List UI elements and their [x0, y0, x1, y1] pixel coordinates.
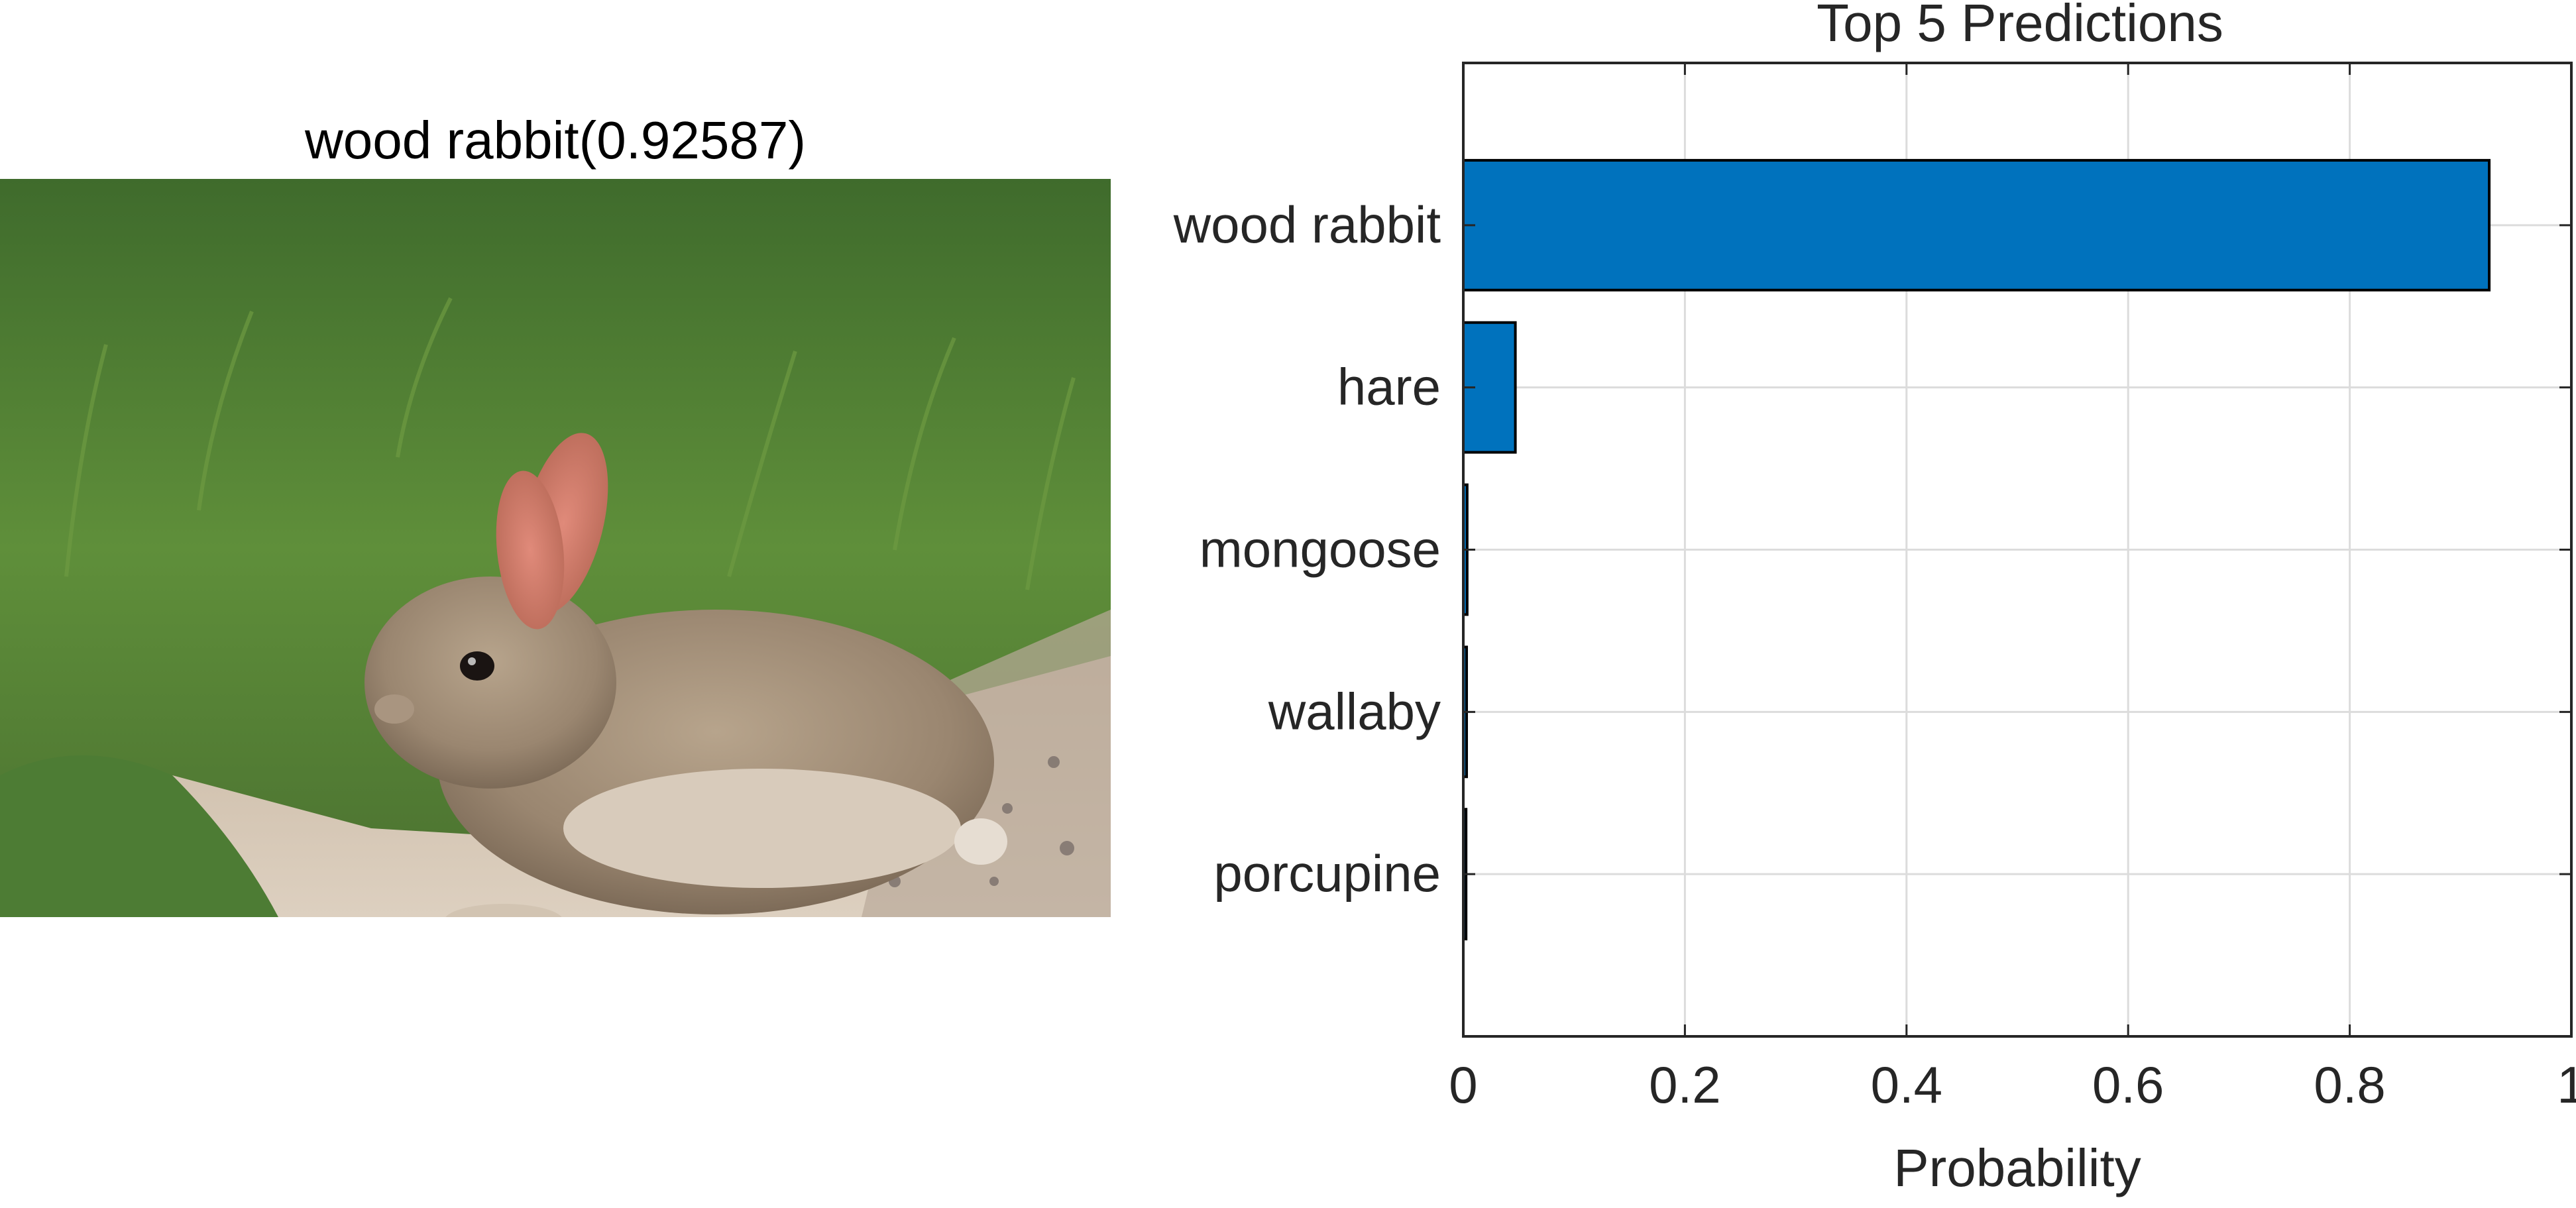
category-label: mongoose [1200, 520, 1441, 578]
bar-wood-rabbit [1462, 158, 2491, 292]
category-label: hare [1337, 358, 1441, 416]
x-tick-label: 0 [1449, 1056, 1477, 1114]
category-label: wallaby [1268, 682, 1441, 740]
x-tick-label: 0.2 [1649, 1056, 1720, 1114]
axis-ticks [1462, 63, 2573, 1036]
x-tick-label: 0.6 [2092, 1056, 2164, 1114]
x-tick-labels: 0 0.2 0.4 0.6 0.8 1 [1449, 1056, 2576, 1114]
category-labels: wood rabbit hare mongoose wallaby porcupine [1173, 195, 1441, 903]
category-label: porcupine [1213, 844, 1441, 903]
category-label: wood rabbit [1173, 195, 1441, 254]
x-tick-label: 0.8 [2314, 1056, 2385, 1114]
x-tick-label: 0.4 [1871, 1056, 1942, 1114]
rabbit-photo [0, 179, 1111, 917]
chart-title: Top 5 Predictions [1817, 0, 2223, 52]
bars [1462, 158, 2491, 941]
image-title: wood rabbit(0.92587) [304, 111, 807, 170]
x-tick-label: 1 [2557, 1056, 2576, 1114]
x-axis-label: Probability [1893, 1138, 2141, 1197]
